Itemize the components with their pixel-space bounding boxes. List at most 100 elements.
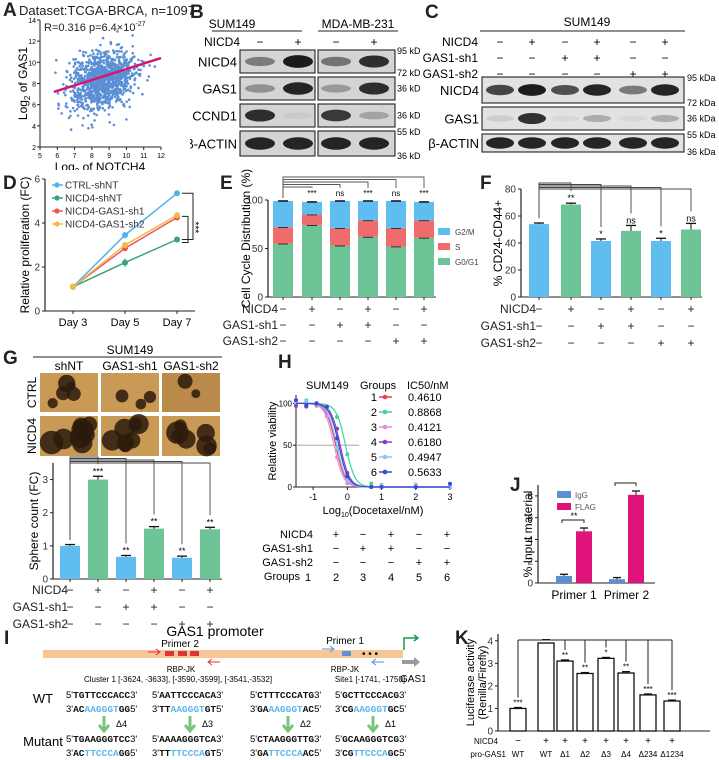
data-point <box>134 72 137 75</box>
sphere <box>72 417 90 435</box>
bar-chart-j: 0 2 4 6 8% Input material Primer 1 ** Primer 2 *… <box>521 480 655 602</box>
data-point <box>122 91 126 94</box>
data-point <box>92 70 96 73</box>
bar-segment-G0/G1 <box>273 243 293 297</box>
dose-point <box>304 403 309 408</box>
pro-gas1-label: Δ4 <box>621 750 631 759</box>
k-bar <box>556 660 574 732</box>
blot-band <box>518 137 546 149</box>
data-point <box>73 71 76 75</box>
data-point <box>121 56 125 59</box>
sig-label: *** <box>419 189 428 198</box>
design-sign: + <box>333 529 339 541</box>
k-bar <box>576 672 594 732</box>
strand-end: 3' <box>130 690 137 701</box>
data-point <box>69 73 72 77</box>
data-point <box>69 110 72 113</box>
data-point <box>125 50 128 53</box>
data-point <box>125 78 128 81</box>
data-point <box>121 93 124 96</box>
data-point <box>111 91 115 95</box>
design-sign: + <box>416 557 422 569</box>
f-y-tick-label: 40 <box>505 239 517 250</box>
f-sign: + <box>567 302 574 316</box>
strand-end: 5' <box>130 704 137 715</box>
data-point <box>133 77 137 80</box>
dose-point <box>335 436 340 441</box>
bar-segment-G2/M <box>358 200 378 221</box>
strand-end: 5' <box>399 748 406 759</box>
data-point <box>70 96 73 100</box>
sequence: GC <box>388 748 400 759</box>
d-y-tick-label: 4 <box>34 219 40 230</box>
mutant-bottom-strand: 3'CGTTCCCAGC5' <box>335 748 406 759</box>
g-y-tick-label: 1 <box>42 541 48 552</box>
blot-band <box>359 111 389 120</box>
f-bar <box>561 204 581 297</box>
h-x-tick-label: 1 <box>379 492 384 502</box>
k-bar <box>597 657 615 732</box>
design-sign: − <box>496 35 503 49</box>
g-sign: − <box>94 600 101 614</box>
legend-ic50: 0.4610 <box>408 392 442 404</box>
data-point <box>73 100 76 103</box>
design-sign: − <box>416 543 422 555</box>
data-point <box>76 114 80 117</box>
data-point <box>103 84 106 87</box>
data-point <box>128 69 132 72</box>
g-bar <box>172 557 192 579</box>
strand-end: 3' <box>216 734 223 745</box>
sig-bracket <box>182 215 189 243</box>
strand-end: 5' <box>250 734 257 745</box>
data-point <box>107 92 111 95</box>
data-point-CTRL-shNT <box>122 232 128 239</box>
data-point <box>113 95 117 99</box>
panel-a-title: Dataset:TCGA-BRCA, n=1097 <box>19 3 195 18</box>
data-point <box>93 60 96 64</box>
data-point <box>84 92 87 95</box>
e-legend-label: G0/G1 <box>455 258 479 267</box>
data-point-CTRL-shNT <box>174 190 180 197</box>
nicd4-sign: + <box>582 736 588 747</box>
sphere-images-g: SUM149 shNT GAS1-sh1 GAS1-sh2 CTRL NICD4 <box>25 343 222 457</box>
data-point <box>95 68 99 71</box>
data-point <box>74 73 78 77</box>
legend-group: 6 <box>371 467 377 479</box>
g-bar <box>88 479 108 579</box>
data-point <box>126 82 130 85</box>
promoter-title: GAS1 promoter <box>166 623 264 639</box>
data-point <box>89 109 92 113</box>
sequence: AATTCCCACA <box>159 690 216 701</box>
blot-band <box>359 82 389 95</box>
e-y-tick-label: 0 <box>257 293 263 304</box>
blot-band <box>551 115 579 122</box>
data-point <box>102 61 106 65</box>
design-sign: + <box>360 543 366 555</box>
sig-bracket <box>614 482 637 486</box>
sequence: GT <box>205 748 217 759</box>
strand-end: 3' <box>399 734 406 745</box>
data-point <box>112 68 115 72</box>
data-point <box>76 91 80 94</box>
blot-band <box>283 137 313 150</box>
e-sign: − <box>336 302 343 316</box>
g-sign: − <box>66 617 73 630</box>
g-sign: − <box>66 583 73 597</box>
design-sign: − <box>528 51 535 65</box>
bar-segment-G2/M <box>273 200 293 228</box>
data-point <box>118 67 122 70</box>
data-point <box>72 58 75 61</box>
strand-end: 3' <box>130 734 137 745</box>
d-y-axis-label: Relative proliferation (FC) <box>18 177 32 314</box>
g-sign: + <box>94 583 101 597</box>
blot-band <box>651 114 679 123</box>
panel-label-f: F <box>480 173 492 194</box>
data-point <box>78 65 81 68</box>
data-point <box>91 73 95 76</box>
k-bar <box>537 642 555 732</box>
data-point <box>108 121 112 124</box>
row-label: NICD4 <box>474 737 499 746</box>
data-point <box>141 92 144 96</box>
nicd4-sign: + <box>669 736 675 747</box>
